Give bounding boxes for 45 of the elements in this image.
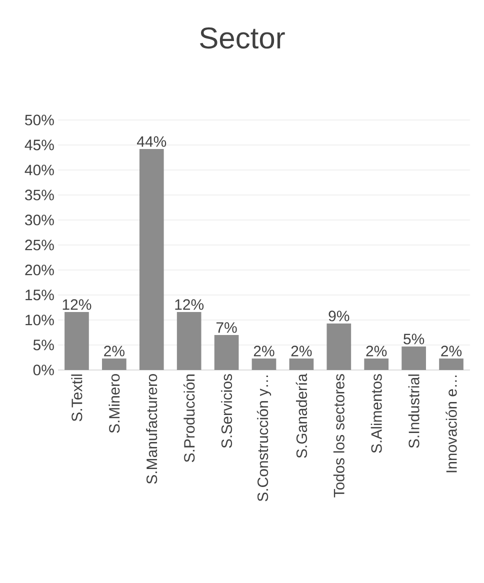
data-label: 2% (104, 346, 124, 356)
data-label: 7% (216, 322, 237, 333)
bar (64, 312, 89, 370)
data-label: 9% (328, 310, 350, 322)
x-tick-label: S.Textil (71, 374, 82, 422)
data-label: 2% (366, 346, 387, 356)
chart-title: Sector (200, 27, 285, 49)
y-tick-label: 20% (25, 264, 54, 276)
y-tick-label: 35% (25, 190, 54, 200)
data-label: 12% (175, 299, 204, 310)
data-label: 44% (136, 136, 166, 147)
y-tick-label: 5% (33, 340, 54, 350)
data-label: 2% (291, 346, 312, 356)
bar (176, 312, 202, 370)
y-tick-label: 0% (33, 364, 54, 376)
y-tick-label: 30% (25, 214, 54, 226)
bar (439, 358, 464, 370)
x-tick-label: S.Alimentos (370, 374, 382, 453)
data-label: 12% (62, 299, 92, 310)
bar (139, 149, 164, 370)
x-tick-label: S.Ganadería (296, 374, 308, 458)
data-label: 5% (404, 334, 424, 344)
x-tick-label: S.Producción (183, 374, 195, 462)
y-tick-label: 15% (26, 290, 54, 300)
bar (402, 346, 426, 370)
data-label: 2% (254, 346, 274, 356)
x-tick-label: S.Manufacturero (146, 374, 158, 484)
bar (214, 334, 239, 370)
x-tick-label: S.Construcción y… (256, 376, 272, 502)
bar (364, 358, 389, 370)
y-tick-label: 45% (24, 140, 54, 150)
y-tick-label: 50% (25, 114, 54, 126)
bar (252, 358, 276, 370)
x-tick-label: S.Minero (108, 374, 120, 433)
bar (326, 324, 352, 370)
x-tick-label: Innovación e… (446, 376, 457, 472)
y-tick-label: 40% (24, 164, 54, 176)
y-tick-label: 25% (25, 240, 54, 250)
x-tick-label: Todos los sectores (333, 374, 344, 498)
data-label: 2% (441, 346, 462, 356)
x-tick-label: S.Industrial (408, 374, 420, 448)
x-tick-label: S.Servicios (221, 374, 232, 448)
bar (289, 358, 314, 370)
y-tick-label: 10% (26, 314, 54, 326)
bar (102, 358, 126, 370)
